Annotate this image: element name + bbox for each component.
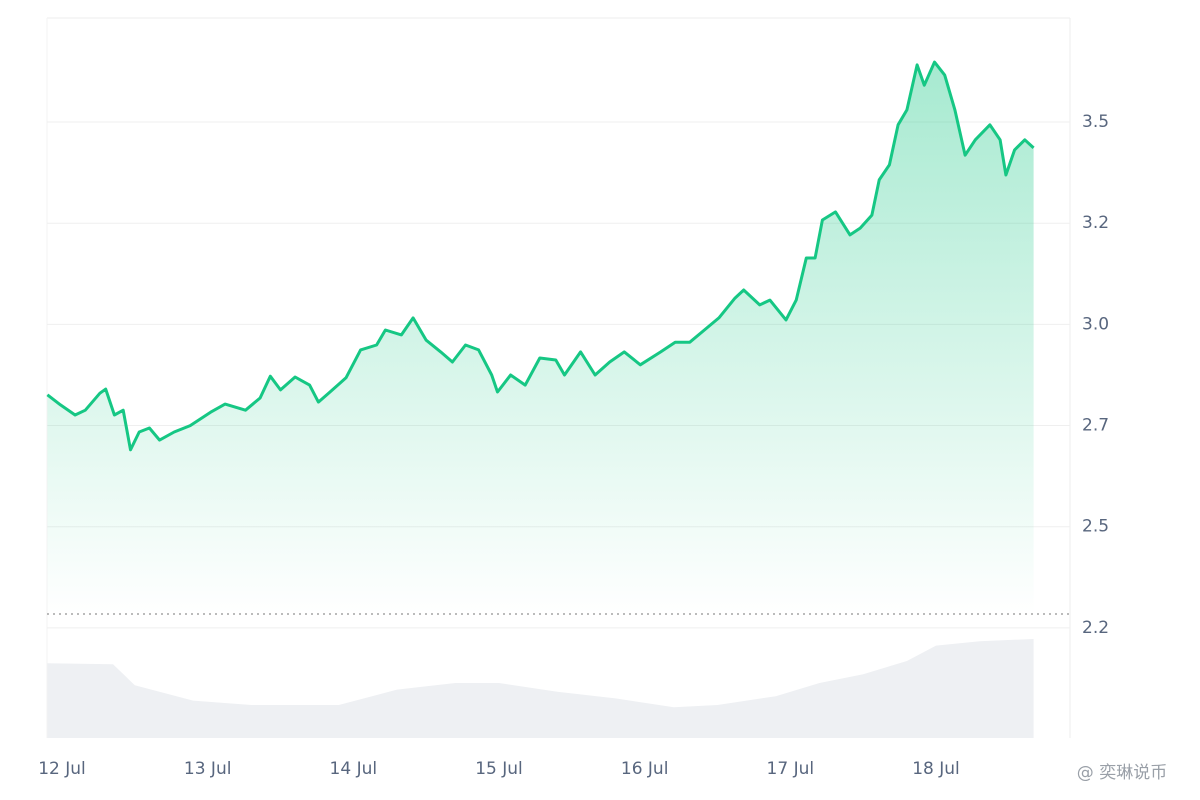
volume-area: [47, 639, 1034, 738]
watermark: @ 奕琳说币: [1077, 763, 1167, 783]
x-tick-label: 12 Jul: [38, 759, 86, 779]
x-tick-label: 18 Jul: [912, 759, 960, 779]
x-tick-label: 15 Jul: [475, 759, 523, 779]
plot: 12 Jul 13 Jul 14 Jul 15 Jul 16 Jul 17 Jul 18 J…: [38, 60, 1109, 779]
price-area: [47, 62, 1034, 615]
y-tick-label: 2.7: [1082, 416, 1109, 436]
y-tick-label: 2.2: [1082, 618, 1109, 638]
price-line: [46, 60, 1035, 452]
y-tick-label: 3.5: [1082, 112, 1109, 132]
y-tick-label: 3.0: [1082, 314, 1109, 334]
x-tick-label: 16 Jul: [621, 759, 669, 779]
x-tick-label: 17 Jul: [767, 759, 815, 779]
y-tick-label: 2.5: [1082, 517, 1109, 537]
y-tick-label: 3.2: [1082, 213, 1109, 233]
x-tick-label: 14 Jul: [330, 759, 378, 779]
x-tick-label: 13 Jul: [184, 759, 232, 779]
